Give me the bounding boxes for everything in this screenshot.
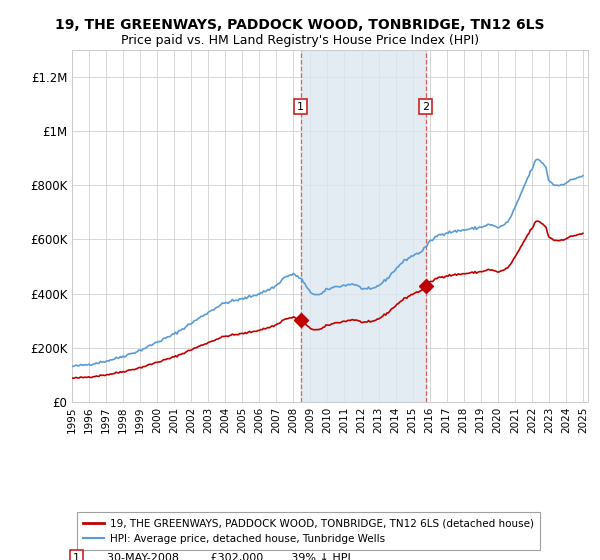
Text: Price paid vs. HM Land Registry's House Price Index (HPI): Price paid vs. HM Land Registry's House … [121,34,479,47]
Text: 30-MAY-2008         £302,000        39% ↓ HPI: 30-MAY-2008 £302,000 39% ↓ HPI [100,553,351,560]
Text: 1: 1 [73,553,80,560]
Text: 1: 1 [297,101,304,111]
Bar [301,50,426,402]
Text: 2: 2 [422,101,429,111]
Text: 19, THE GREENWAYS, PADDOCK WOOD, TONBRIDGE, TN12 6LS: 19, THE GREENWAYS, PADDOCK WOOD, TONBRID… [55,18,545,32]
Legend: 19, THE GREENWAYS, PADDOCK WOOD, TONBRIDGE, TN12 6LS (detached house), HPI: Aver: 19, THE GREENWAYS, PADDOCK WOOD, TONBRID… [77,512,540,550]
